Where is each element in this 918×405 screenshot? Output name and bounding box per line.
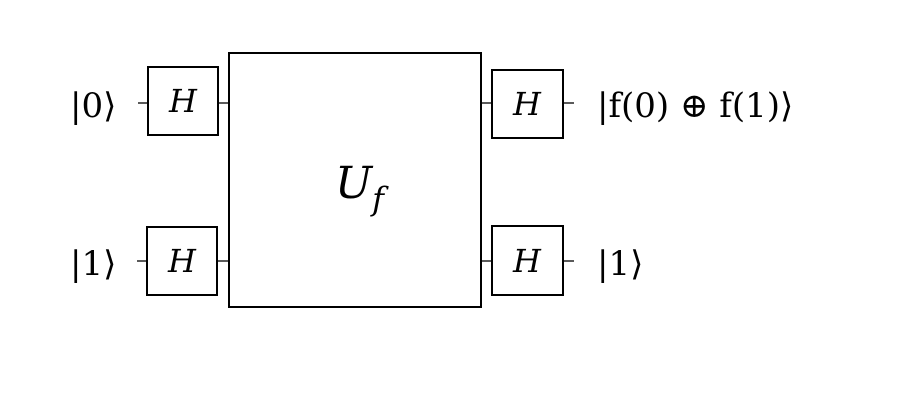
- hadamard-gate-input-top: H: [147, 66, 219, 136]
- hadamard-label: H: [512, 242, 542, 280]
- output-ket-1: |1⟩: [597, 244, 643, 284]
- hadamard-gate-input-bottom: H: [146, 226, 218, 296]
- hadamard-label: H: [512, 85, 542, 123]
- hadamard-label: H: [168, 82, 198, 120]
- output-ket-0: |f(0) ⊕ f(1)⟩: [597, 86, 793, 126]
- input-ket-0: |0⟩: [70, 86, 116, 126]
- hadamard-gate-output-bottom: H: [491, 225, 564, 296]
- oracle-gate: Uf: [228, 52, 482, 308]
- hadamard-label: H: [167, 242, 197, 280]
- oracle-label-main: U: [335, 158, 374, 209]
- input-ket-1: |1⟩: [70, 244, 116, 284]
- hadamard-gate-output-top: H: [491, 69, 564, 139]
